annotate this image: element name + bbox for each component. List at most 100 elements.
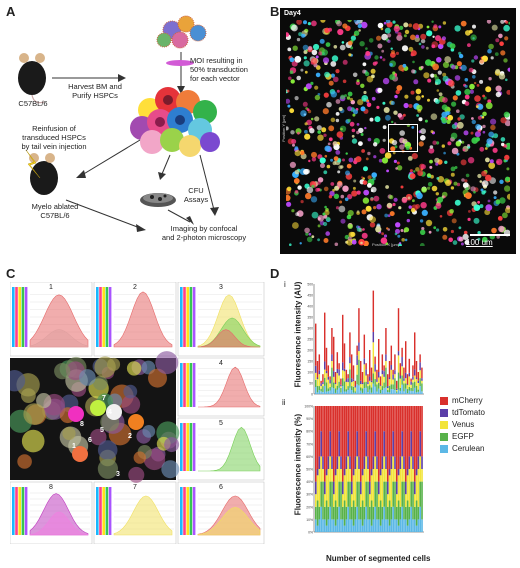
cell-dot [450,132,458,140]
cell-dot [441,104,448,111]
bar-segment [343,368,346,372]
bar-segment [381,370,384,375]
cell-dot [403,22,409,28]
bar-segment [322,392,324,394]
cell-dot [294,150,301,157]
bar-segment [394,354,396,371]
cell-dot [339,44,346,51]
bar-segment-normalized [333,519,335,532]
cell-dot [363,166,368,172]
bar-segment-normalized [390,456,393,469]
highlighted-cell [128,414,144,430]
bar-segment [367,384,369,387]
bar-segment-normalized [354,406,357,457]
cell-dot [323,133,327,137]
cell-blob [126,361,142,376]
bar-segment-normalized [417,519,420,532]
bar-segment-normalized [349,406,351,457]
cell-marker-number: 4 [108,409,112,416]
bar-segment [356,374,358,385]
cell-dot [461,178,465,182]
bar-segment-normalized [408,456,411,469]
cell-dot [477,173,482,179]
bar-segment-normalized [333,506,335,520]
cell-dot [356,130,360,135]
cell-dot [336,89,340,93]
bar-segment-normalized [369,481,371,495]
bar-segment [333,382,335,389]
bar-segment [320,386,322,389]
bar-segment [316,377,319,380]
cell-dot [330,61,337,67]
bar-segment [334,388,337,393]
cell-dot [490,124,496,131]
bar-segment-normalized [354,456,357,469]
cell-dot [326,164,331,169]
bar-segment-normalized [421,456,423,469]
bar-segment-normalized [381,406,384,457]
bar-segment-normalized [415,469,418,476]
cell-dot [427,78,432,83]
cell-dot [436,57,442,63]
bar-segment [415,385,418,393]
cell-dot [408,104,413,108]
cell-dot [324,154,328,158]
tick-label: 50 [309,382,313,386]
cell-dot [506,193,510,200]
bar-segment-normalized [410,406,413,432]
cell-dot [406,218,410,223]
bar-segment [417,383,420,390]
cell-dot [330,73,335,78]
bar-segment [394,374,396,379]
cell-dot [430,73,435,78]
cell-dot [472,24,476,29]
bar-segment-normalized [385,481,387,520]
cell-dot [420,128,426,135]
bar-segment-normalized [369,494,371,507]
bar-segment [415,379,418,386]
cell-dot [498,73,506,80]
bar-segment-normalized [318,506,321,520]
cell-dot [420,229,426,235]
cell-dot [296,20,302,25]
tick-label: 150 [307,360,313,364]
bar-segment-normalized [351,494,353,507]
cell-dot [378,158,383,163]
cell-dot [442,75,449,82]
bar-segment [336,368,339,374]
bar-segment-normalized [392,431,395,457]
cell-dot [317,224,321,228]
cell-dot [482,94,485,98]
bar-segment-normalized [352,475,355,501]
bar-segment-normalized [358,456,360,469]
legend-item: Cerulean [440,444,484,453]
cell-dot [465,187,469,191]
cell-dot [450,229,454,234]
cell-dot [476,84,480,87]
cell-dot [504,144,508,148]
cell-dot [311,49,318,56]
cell-marker-number: 6 [88,437,92,444]
bar-segment-normalized [342,506,344,520]
cell-dot [433,74,437,78]
transduced-cells-icon [130,87,220,157]
cell-dot [485,204,493,212]
cell-blob [62,426,76,440]
bar-segment-normalized [358,519,360,532]
bar-segment [324,385,326,394]
bar-segment [408,390,411,394]
cell-dot [376,35,382,41]
bar-segment-normalized [334,500,337,526]
bar-segment [333,388,335,394]
cell-dot [381,49,385,53]
cell-dot [486,20,492,24]
cell-dot [345,152,348,155]
bar-segment-normalized [354,506,357,520]
cell-dot [368,38,374,43]
bar-segment-normalized [354,519,357,532]
cell-dot [412,60,415,64]
cell-dot [439,215,443,218]
cell-dot [482,130,486,134]
bar-segment-normalized [403,406,405,457]
bar-segment [392,374,394,380]
